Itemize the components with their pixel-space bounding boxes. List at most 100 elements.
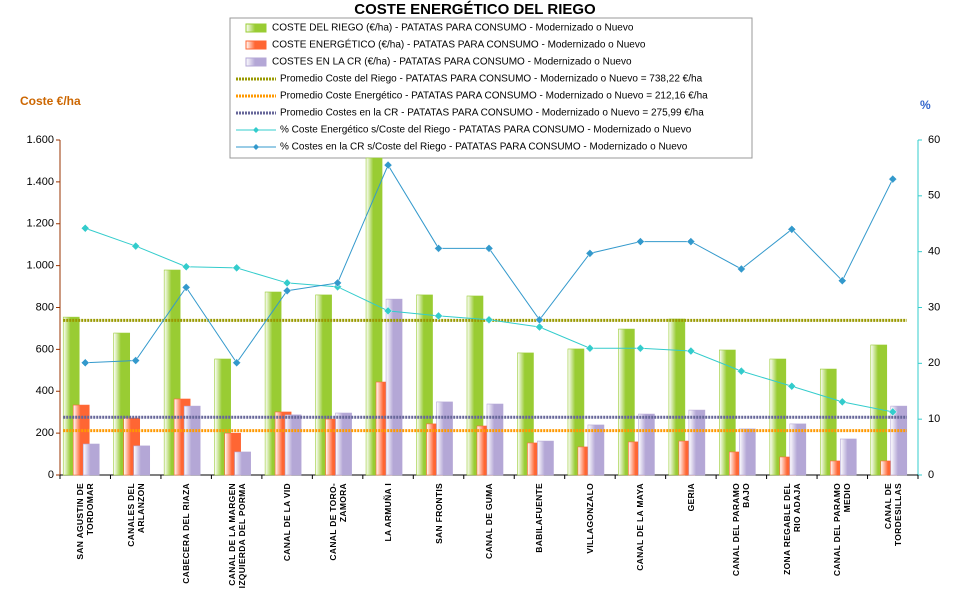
y-tick-label: 1.400: [26, 176, 54, 188]
marker: [181, 262, 191, 272]
marker: [736, 366, 746, 376]
bar: [234, 451, 251, 476]
y2-axis-title: %: [920, 98, 931, 112]
bar: [719, 349, 736, 476]
marker: [232, 263, 242, 273]
marker: [888, 174, 898, 184]
x-tick-label: CANAL DE TORDESILLAS: [882, 483, 903, 547]
bar: [890, 405, 908, 476]
marker: [686, 346, 696, 356]
marker: [434, 311, 443, 321]
marker: [535, 322, 544, 332]
marker: [383, 160, 393, 170]
x-tick-label: ZONA REGABLE DEL RIO ADAJA: [781, 483, 802, 575]
y2-tick-label: 50: [928, 190, 940, 202]
y2-tick-label: 30: [928, 301, 940, 313]
marker: [484, 243, 494, 253]
legend-swatch: [253, 127, 259, 133]
x-tick-label: CANAL DE GUMA: [484, 483, 494, 559]
marker: [80, 358, 90, 368]
x-tick-label: BABILAFUENTE: [534, 483, 545, 553]
bar: [82, 443, 100, 476]
x-tick-label: CANAL DEL PARAMO MEDIO: [832, 483, 853, 577]
y-tick-label: 400: [36, 385, 54, 397]
legend-label: Promedio Coste del Riego - PATATAS PARA …: [280, 74, 703, 85]
legend-label: % Coste Energético s/Coste del Riego - P…: [280, 125, 692, 136]
y-tick-label: 800: [36, 301, 54, 313]
y2-tick-label: 20: [928, 357, 940, 369]
marker: [787, 224, 797, 234]
x-tick-label: GERIA: [685, 483, 696, 512]
legend-label: COSTES EN LA CR (€/ha) - PATATAS PARA CO…: [272, 57, 632, 68]
marker: [888, 407, 898, 417]
marker: [80, 223, 90, 233]
legend-label: % Costes en la CR s/Coste del Riego - PA…: [280, 142, 688, 153]
legend-label: COSTE DEL RIEGO (€/ha) - PATATAS PARA CO…: [272, 23, 634, 34]
marker: [585, 248, 595, 258]
y-tick-label: 200: [36, 427, 54, 439]
marker: [484, 315, 494, 325]
marker: [282, 278, 292, 288]
bar: [486, 403, 504, 476]
legend-swatch: [245, 40, 267, 50]
x-tick-label: SAN AGUSTIN DE TORDOMAR: [75, 483, 96, 560]
marker: [535, 315, 544, 325]
y-tick-label: 1.200: [26, 218, 54, 230]
bar: [618, 328, 635, 476]
marker: [383, 306, 393, 316]
chart-title: COSTE ENERGÉTICO DEL RIEGO: [354, 1, 596, 18]
marker: [131, 241, 141, 251]
marker: [837, 276, 847, 286]
marker: [232, 358, 242, 368]
legend-swatch: [253, 144, 259, 150]
x-tick-label: LA ARMUÑA I: [383, 483, 394, 542]
marker: [636, 343, 645, 353]
bar: [537, 440, 554, 476]
bar: [133, 445, 151, 476]
marker: [787, 381, 797, 391]
marker: [333, 278, 342, 288]
bar: [638, 413, 655, 476]
y-axis-title: Coste €/ha: [20, 94, 81, 108]
bar: [688, 409, 706, 476]
bar: [739, 428, 756, 476]
x-tick-label: SAN FRONTIS: [433, 483, 444, 544]
y2-tick-label: 40: [928, 246, 940, 258]
marker: [282, 286, 292, 296]
line: [85, 164, 894, 364]
legend-swatch: [245, 57, 267, 67]
marker: [434, 243, 443, 253]
marker: [636, 237, 645, 246]
marker: [686, 237, 696, 246]
bar: [587, 424, 605, 476]
legend-box: [229, 17, 753, 159]
marker: [585, 343, 595, 353]
bar: [839, 438, 857, 476]
legend-label: COSTE ENERGÉTICO (€/ha) - PATATAS PARA C…: [272, 38, 646, 51]
marker: [131, 356, 141, 365]
x-tick-label: CANALES DEL ARLANZON: [125, 483, 146, 547]
bar: [183, 405, 201, 476]
legend-swatch: [245, 23, 267, 33]
bar: [567, 348, 585, 476]
bar: [335, 412, 352, 476]
x-tick-label: CANAL DE LA MAYA: [635, 483, 646, 571]
bar: [385, 298, 403, 476]
bar: [284, 414, 302, 476]
bar: [436, 401, 453, 476]
x-tick-label: CANAL DEL PARAMO BAJO: [731, 483, 752, 577]
x-tick-label: CANAL DE TORO-ZAMORA: [327, 483, 348, 561]
y2-tick-label: 60: [928, 134, 940, 146]
x-tick-label: CABECERA DEL RIAZA: [181, 483, 192, 584]
bar: [789, 423, 807, 476]
y2-tick-label: 0: [928, 469, 934, 481]
y-tick-label: 1.600: [26, 134, 54, 146]
legend-label: Promedio Coste Energético - PATATAS PARA…: [280, 91, 708, 102]
x-tick-label: CANAL DE LA MARGEN IZQUIERDA DEL PORMA: [226, 483, 247, 589]
bar: [870, 344, 888, 476]
y2-tick-label: 10: [928, 413, 940, 425]
marker: [736, 264, 746, 274]
x-tick-label: CANAL DE LA VID: [282, 483, 293, 562]
